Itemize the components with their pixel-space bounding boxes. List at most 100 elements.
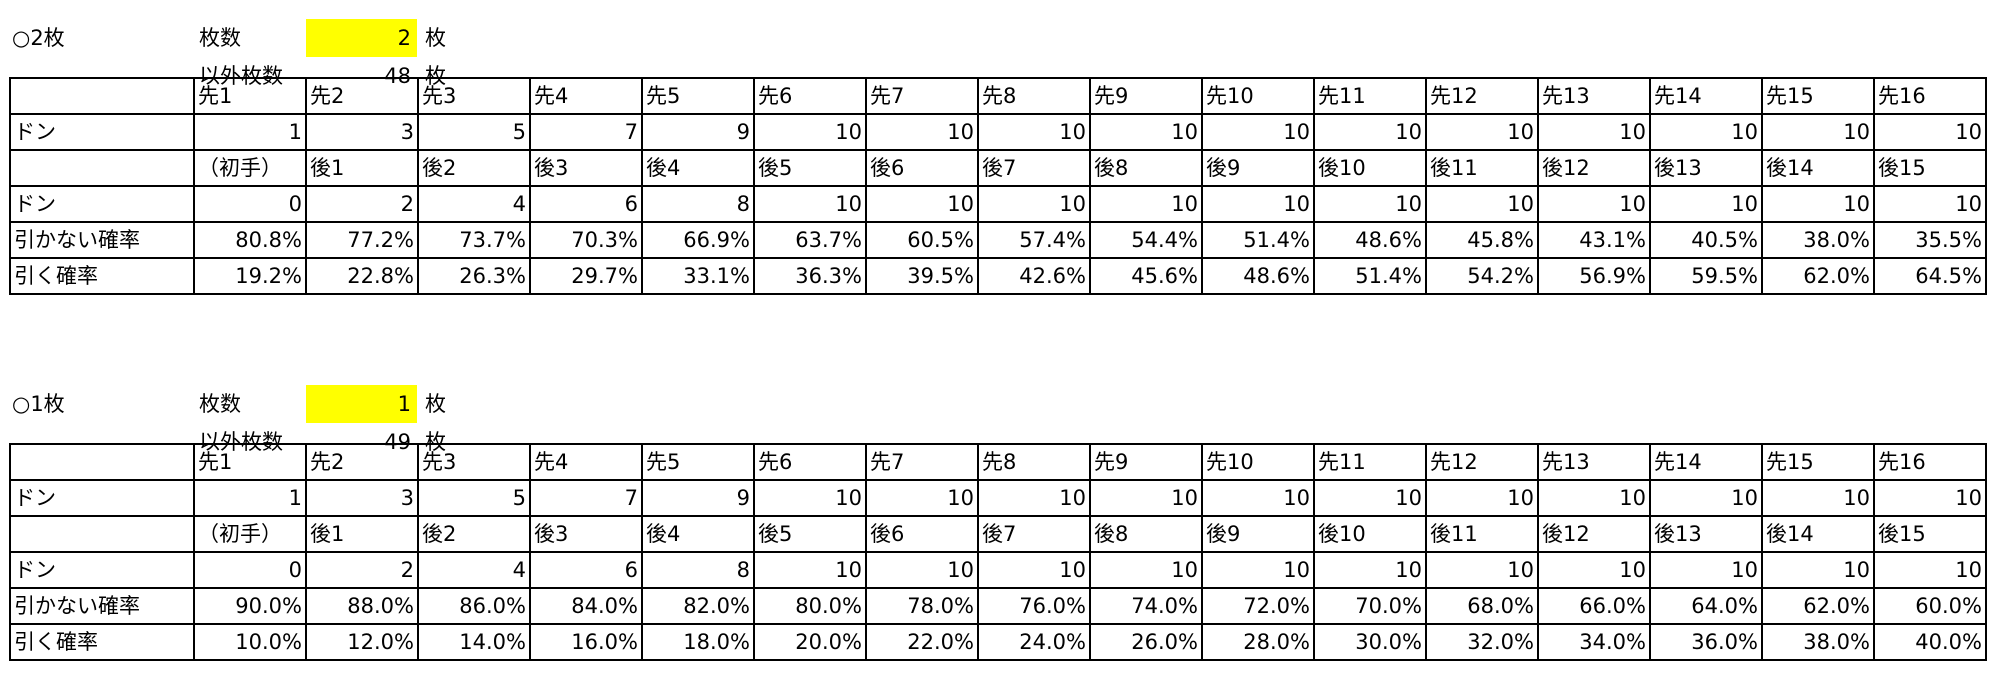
table-cell: 10 [753,113,867,151]
table-cell: 5 [417,479,531,517]
table-cell: 72.0% [1201,587,1315,625]
table-cell: 先6 [753,77,867,115]
table-cell: 10 [1761,113,1875,151]
table-cell: 35.5% [1873,221,1987,259]
table-cell: 先2 [305,77,419,115]
table-cell: 76.0% [977,587,1091,625]
table-cell: 38.0% [1761,221,1875,259]
table-cell: 10 [1537,113,1651,151]
table-cell: 9 [641,113,755,151]
table-cell: 74.0% [1089,587,1203,625]
table-row: 引く確率 19.2% 22.8% 26.3% 29.7% 33.1% 36.3% 39.5% 4… [9,257,1987,295]
table-cell: 先9 [1089,77,1203,115]
table-cell: 39.5% [865,257,979,295]
table-cell: 68.0% [1425,587,1539,625]
empty-cell [9,77,195,115]
table-cell: 10.0% [193,623,307,661]
table-cell: 先16 [1873,443,1987,481]
table-cell: 10 [977,185,1091,223]
table-cell: 64.0% [1649,587,1763,625]
table-cell: 先12 [1425,77,1539,115]
table-cell: 10 [1425,113,1539,151]
table-cell: 後5 [753,515,867,553]
count-value: 1 [397,392,411,416]
table-cell: 後13 [1649,149,1763,187]
table-cell: 14.0% [417,623,531,661]
table-cell: 後15 [1873,149,1987,187]
empty-cell [9,515,195,553]
table-cell: 10 [865,479,979,517]
table-cell: 10 [1089,113,1203,151]
table-cell: 10 [753,479,867,517]
table-cell: 28.0% [1201,623,1315,661]
table-cell: 先4 [529,443,643,481]
table-cell: 先6 [753,443,867,481]
table-cell: 先13 [1537,77,1651,115]
table-row: ドン 1 3 5 7 9 10 10 10 10 10 10 10 10 10 10 10 [9,479,1987,517]
table-cell: 10 [1201,185,1315,223]
table-cell: 51.4% [1313,257,1427,295]
table-cell: 19.2% [193,257,307,295]
table-cell: 8 [641,185,755,223]
table-cell: 7 [529,479,643,517]
table-cell: 10 [1089,551,1203,589]
table-cell: 4 [417,185,531,223]
table-cell: 10 [1425,551,1539,589]
table-cell: 先5 [641,443,755,481]
table-cell: 先12 [1425,443,1539,481]
table-cell: 34.0% [1537,623,1651,661]
table-cell: 2 [305,551,419,589]
table-cell: 後4 [641,515,755,553]
table-cell: 5 [417,113,531,151]
table-cell: 24.0% [977,623,1091,661]
table-cell: 後9 [1201,515,1315,553]
table-cell: 9 [641,479,755,517]
table-cell: 1 [193,113,307,151]
table-cell: 66.0% [1537,587,1651,625]
table-cell: 後11 [1425,149,1539,187]
table-cell: 後14 [1761,149,1875,187]
count-highlight [306,385,417,423]
data-table: 先1 先2 先3 先4 先5 先6 先7 先8 先9 先10 先11 先12 先13 先14 先15 先16 ド… [9,443,1987,661]
table-cell: 10 [1089,185,1203,223]
table-cell: 7 [529,113,643,151]
table-cell: 後6 [865,149,979,187]
table-cell: 60.0% [1873,587,1987,625]
table-cell: 10 [1537,551,1651,589]
row-label: 引く確率 [9,257,195,295]
table-cell: 後3 [529,149,643,187]
table-cell: 22.8% [305,257,419,295]
table-cell: 後12 [1537,515,1651,553]
table-cell: 先3 [417,443,531,481]
table-cell: 先1 [193,77,307,115]
table-row: （初手） 後1 後2 後3 後4 後5 後6 後7 後8 後9 後10 後11 後12 後13 後14 後15 [9,149,1987,187]
table-cell: 26.0% [1089,623,1203,661]
table-cell: 先13 [1537,443,1651,481]
table-cell: 45.8% [1425,221,1539,259]
table-cell: 後7 [977,515,1091,553]
table-row: ドン 0 2 4 6 8 10 10 10 10 10 10 10 10 10 10 10 [9,551,1987,589]
table-cell: 後2 [417,149,531,187]
table-cell: 12.0% [305,623,419,661]
table-cell: 10 [1201,551,1315,589]
table-cell: 36.3% [753,257,867,295]
table-cell: 後9 [1201,149,1315,187]
table-cell: 8 [641,551,755,589]
table-row: 引かない確率 80.8% 77.2% 73.7% 70.3% 66.9% 63.7% 60.5… [9,221,1987,259]
table-cell: 2 [305,185,419,223]
table-cell: 後12 [1537,149,1651,187]
table-row: 引く確率 10.0% 12.0% 14.0% 16.0% 18.0% 20.0% 22.0% 2… [9,623,1987,661]
table-cell: 0 [193,551,307,589]
row-label: ドン [9,479,195,517]
table-cell: 先7 [865,77,979,115]
table-cell: 80.8% [193,221,307,259]
table-cell: 10 [1201,113,1315,151]
row-label: 引かない確率 [9,221,195,259]
table-cell: 60.5% [865,221,979,259]
table-cell: 先15 [1761,443,1875,481]
table-cell: 82.0% [641,587,755,625]
table-cell: 40.0% [1873,623,1987,661]
table-cell: 後14 [1761,515,1875,553]
table-cell: 後4 [641,149,755,187]
table-cell: （初手） [193,515,307,553]
